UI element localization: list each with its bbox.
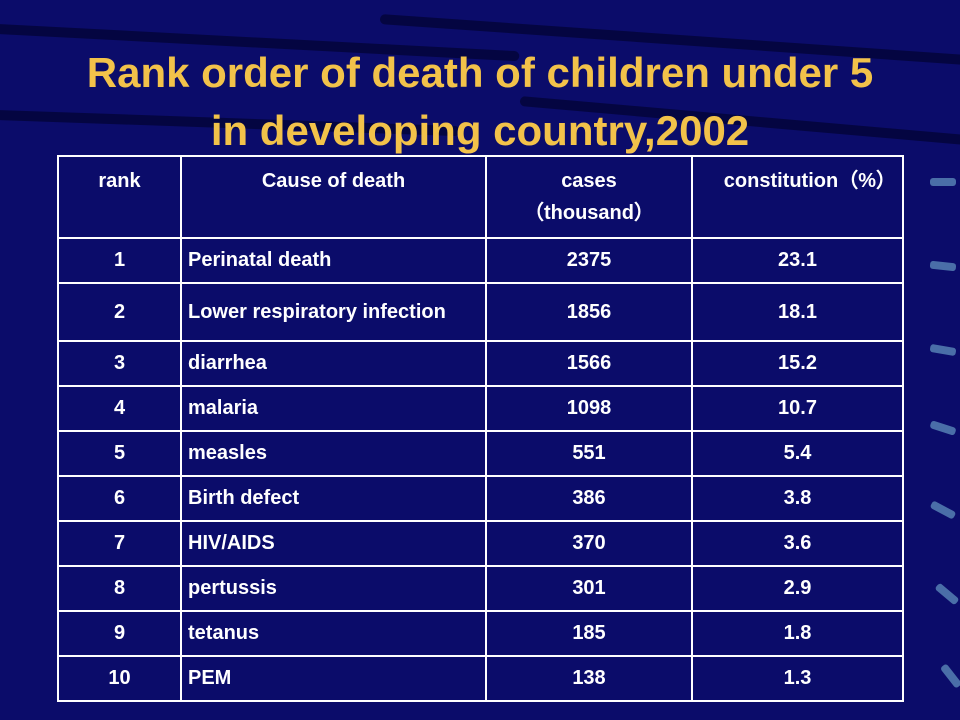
cause-cell: Birth defect: [180, 475, 487, 522]
cause-cell: Lower respiratory infection: [180, 282, 487, 342]
cause-cell: diarrhea: [180, 340, 487, 387]
table-row: 2 Lower respiratory infection 1856 18.1: [57, 282, 904, 342]
table-row: 3 diarrhea 1566 15.2: [57, 340, 904, 387]
constitution-cell: 3.8: [691, 475, 904, 522]
header-rank: rank: [57, 155, 182, 239]
rank-cell: 3: [57, 340, 182, 387]
constitution-cell: 23.1: [691, 237, 904, 284]
decorative-edge-mark: [929, 260, 957, 272]
cases-cell: 1856: [485, 282, 693, 342]
title-line-2: in developing country,2002: [210, 107, 750, 154]
cases-cell: 1098: [485, 385, 693, 432]
title-line-1: Rank order of death of children under 5: [86, 49, 874, 96]
rank-cell: 7: [57, 520, 182, 567]
constitution-cell: 1.8: [691, 610, 904, 657]
table-row: 8 pertussis 301 2.9: [57, 565, 904, 612]
cases-cell: 138: [485, 655, 693, 702]
header-cases: cases （thousand）: [485, 155, 693, 239]
header-cause: Cause of death: [180, 155, 487, 239]
header-cases-line2: （thousand）: [524, 202, 654, 224]
page-title: Rank order of death of children under 5 …: [0, 44, 960, 160]
decorative-edge-mark: [929, 343, 957, 357]
constitution-cell: 3.6: [691, 520, 904, 567]
death-rank-table: rank Cause of death cases （thousand） con…: [57, 155, 904, 702]
header-constitution: constitution（%）: [691, 155, 904, 239]
decorative-edge-mark: [934, 582, 960, 606]
cause-cell: Perinatal death: [180, 237, 487, 284]
cause-cell: pertussis: [180, 565, 487, 612]
decorative-edge-mark: [930, 178, 956, 186]
cause-cell: HIV/AIDS: [180, 520, 487, 567]
constitution-cell: 10.7: [691, 385, 904, 432]
constitution-cell: 5.4: [691, 430, 904, 477]
decorative-edge-mark: [929, 500, 957, 520]
cases-cell: 301: [485, 565, 693, 612]
decorative-edge-mark: [929, 420, 957, 436]
cause-cell: PEM: [180, 655, 487, 702]
cause-cell: measles: [180, 430, 487, 477]
table-row: 10 PEM 138 1.3: [57, 655, 904, 702]
table-row: 6 Birth defect 386 3.8: [57, 475, 904, 522]
header-cases-line1: cases: [561, 170, 617, 192]
cases-cell: 370: [485, 520, 693, 567]
rank-cell: 6: [57, 475, 182, 522]
rank-cell: 1: [57, 237, 182, 284]
cases-cell: 185: [485, 610, 693, 657]
constitution-cell: 15.2: [691, 340, 904, 387]
constitution-cell: 2.9: [691, 565, 904, 612]
table-row: 4 malaria 1098 10.7: [57, 385, 904, 432]
rank-cell: 10: [57, 655, 182, 702]
table-row: 7 HIV/AIDS 370 3.6: [57, 520, 904, 567]
rank-cell: 2: [57, 282, 182, 342]
constitution-cell: 18.1: [691, 282, 904, 342]
table-row: 9 tetanus 185 1.8: [57, 610, 904, 657]
table-row: 1 Perinatal death 2375 23.1: [57, 237, 904, 284]
rank-cell: 4: [57, 385, 182, 432]
cases-cell: 2375: [485, 237, 693, 284]
decorative-edge-mark: [939, 663, 960, 689]
cause-cell: tetanus: [180, 610, 487, 657]
rank-cell: 9: [57, 610, 182, 657]
cases-cell: 386: [485, 475, 693, 522]
cause-cell: malaria: [180, 385, 487, 432]
table-row: 5 measles 551 5.4: [57, 430, 904, 477]
cases-cell: 551: [485, 430, 693, 477]
table-header-row: rank Cause of death cases （thousand） con…: [57, 155, 904, 239]
constitution-cell: 1.3: [691, 655, 904, 702]
rank-cell: 8: [57, 565, 182, 612]
rank-cell: 5: [57, 430, 182, 477]
cases-cell: 1566: [485, 340, 693, 387]
